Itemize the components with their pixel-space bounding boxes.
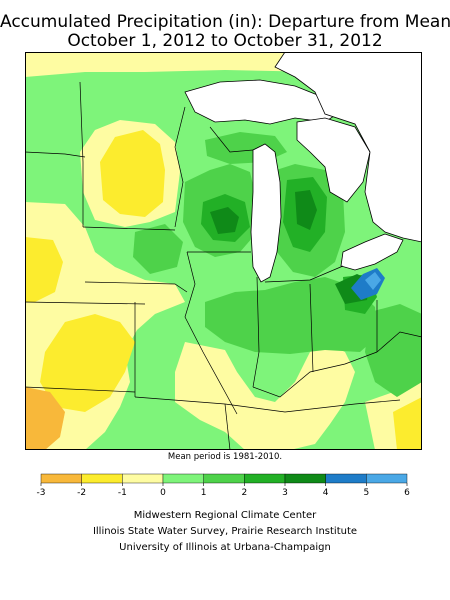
border-mi-oh bbox=[264, 265, 344, 283]
border-wi-up bbox=[209, 126, 254, 153]
legend-tick-label-5: 2 bbox=[241, 488, 247, 498]
credit-line-1: Midwestern Regional Climate Center bbox=[133, 510, 317, 521]
legend-swatch-8 bbox=[366, 473, 408, 484]
legend-swatch-5 bbox=[244, 473, 286, 484]
region-in-oh-green bbox=[205, 277, 377, 354]
lake-erie bbox=[340, 233, 404, 271]
legend-tick-label-3: 0 bbox=[160, 488, 166, 498]
border-mn-wi bbox=[174, 106, 186, 228]
region-southcentral-pale-yellow bbox=[175, 342, 355, 450]
map-title-line-1: Accumulated Precipitation (in): Departur… bbox=[0, 12, 450, 32]
legend-swatch-4 bbox=[203, 473, 245, 484]
legend-swatch-1 bbox=[81, 473, 123, 484]
region-ia-green bbox=[133, 224, 183, 274]
legend-tick-label-1: -2 bbox=[77, 488, 86, 498]
region-sw-orange bbox=[25, 387, 65, 450]
border-oh-river bbox=[252, 351, 378, 398]
legend-tick-label-0: -3 bbox=[37, 488, 46, 498]
legend-tick-label-2: -1 bbox=[118, 488, 127, 498]
region-erie-lightblue bbox=[365, 272, 381, 290]
region-ks-yellow bbox=[40, 314, 135, 412]
border-il-in bbox=[252, 276, 260, 388]
precipitation-departure-map bbox=[25, 52, 422, 450]
mean-period-note: Mean period is 1981-2010. bbox=[167, 452, 283, 462]
region-wi-darkest-green bbox=[210, 207, 239, 234]
map-title-line-2: October 1, 2012 to October 31, 2012 bbox=[67, 31, 383, 51]
region-se-yellow bbox=[393, 397, 422, 450]
region-ne-yellow bbox=[25, 237, 63, 302]
legend-swatch-0 bbox=[40, 473, 82, 484]
border-ky-tn bbox=[224, 399, 401, 413]
border-ia-mo bbox=[84, 281, 188, 293]
legend-swatch-6 bbox=[284, 473, 326, 484]
border-dakotas bbox=[79, 81, 84, 227]
map-frame bbox=[25, 52, 422, 450]
lake-michigan bbox=[250, 143, 282, 283]
credit-line-2: Illinois State Water Survey, Prairie Res… bbox=[92, 526, 358, 537]
legend-tick-label-9: 6 bbox=[404, 488, 410, 498]
legend-tick-label-4: 1 bbox=[201, 488, 207, 498]
border-ia-north bbox=[82, 226, 176, 231]
region-east-green bbox=[365, 304, 422, 397]
border-il-west bbox=[184, 251, 238, 415]
region-mn-yellow bbox=[100, 130, 165, 217]
canada-ontario bbox=[274, 52, 422, 243]
border-in-oh bbox=[309, 283, 314, 373]
credit-line-3: University of Illinois at Urbana-Champai… bbox=[119, 542, 331, 553]
border-wv bbox=[376, 331, 422, 353]
legend-tick-label-6: 3 bbox=[282, 488, 288, 498]
border-ne-ks bbox=[25, 301, 146, 305]
legend-tick-label-8: 5 bbox=[363, 488, 369, 498]
legend-tick-label-7: 4 bbox=[323, 488, 329, 498]
border-ks-ok bbox=[25, 386, 136, 393]
region-mi-darkest-green bbox=[295, 190, 317, 230]
lake-huron bbox=[296, 117, 371, 203]
legend-swatch-2 bbox=[122, 473, 164, 484]
border-mo-ar bbox=[134, 396, 226, 405]
border-northern-plains bbox=[25, 151, 86, 158]
legend-swatch-3 bbox=[162, 473, 204, 484]
color-scale-legend: -3 -2 -1 0 1 2 3 4 5 6 bbox=[37, 473, 410, 498]
border-mississippi-south bbox=[224, 403, 231, 450]
legend-swatch-7 bbox=[325, 473, 367, 484]
state-boundaries bbox=[25, 81, 422, 450]
